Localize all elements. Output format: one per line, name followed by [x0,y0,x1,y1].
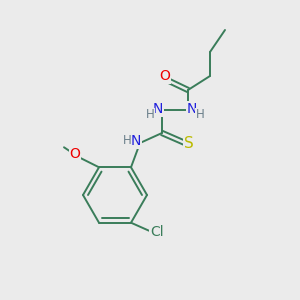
Text: O: O [160,69,170,83]
Text: N: N [187,102,197,116]
Text: Cl: Cl [150,225,164,239]
Text: N: N [153,102,163,116]
Text: N: N [131,134,141,148]
Text: H: H [146,109,154,122]
Text: O: O [70,147,80,161]
Text: S: S [184,136,194,152]
Text: H: H [123,134,131,148]
Text: H: H [196,109,204,122]
